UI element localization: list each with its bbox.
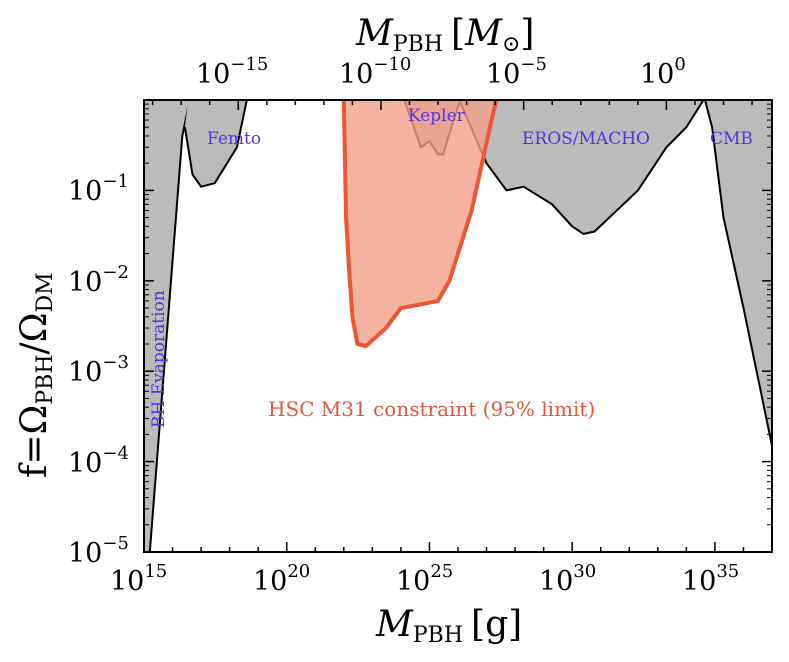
y-tick-label: 10−2 xyxy=(68,262,129,298)
y-tick-label: 10−3 xyxy=(68,352,129,388)
constraint-regions xyxy=(144,100,772,552)
y-tick-label: 10−4 xyxy=(68,443,129,479)
hsc-label: HSC M31 constraint (95% limit) xyxy=(268,397,595,421)
y-axis-title: f=ΩPBH/ΩDM xyxy=(14,272,58,478)
top-tick-labels: 10−15 10−10 10−5 100 xyxy=(196,54,686,90)
hsc-boundary xyxy=(341,100,499,348)
top-axis-title: MPBH [M⊙] xyxy=(355,13,534,57)
top-tick-label: 10−5 xyxy=(486,54,547,90)
region-boundary-cmb xyxy=(704,100,772,447)
axis-ticks xyxy=(143,99,773,553)
x-tick-label: 1015 xyxy=(110,561,167,597)
region-eros-macho xyxy=(459,100,704,234)
x-tick-label: 1020 xyxy=(253,561,310,597)
y-tick-label: 10−5 xyxy=(68,533,129,569)
region-boundary-bh-evaporation xyxy=(144,100,191,552)
region-boundary-eros-macho xyxy=(458,100,705,235)
hsc-region xyxy=(343,100,497,346)
y-tick-labels: 10−5 10−4 10−3 10−2 10−1 xyxy=(68,171,129,569)
region-label-cmb: CMB xyxy=(710,129,753,149)
region-femto xyxy=(184,100,247,187)
y-tick-label: 10−1 xyxy=(68,171,129,207)
x-axis-title: MPBH [g] xyxy=(375,604,522,648)
region-boundary-femto xyxy=(183,100,248,188)
top-tick-label: 10−15 xyxy=(196,54,268,90)
top-tick-label: 10−10 xyxy=(339,54,411,90)
x-tick-label: 1025 xyxy=(396,561,453,597)
region-label-femto: Femto xyxy=(207,129,261,149)
region-cmb xyxy=(705,100,772,446)
region-label-bh-evaporation: BH Evaporation xyxy=(149,290,169,428)
region-label-kepler: Kepler xyxy=(408,106,466,126)
hsc-region-group xyxy=(341,100,499,348)
x-tick-labels: 1015 1020 1025 1030 1035 xyxy=(110,561,739,597)
x-tick-label: 1030 xyxy=(539,561,596,597)
x-tick-label: 1035 xyxy=(682,561,739,597)
top-tick-label: 100 xyxy=(640,54,686,90)
region-label-eros-macho: EROS/MACHO xyxy=(522,129,650,149)
